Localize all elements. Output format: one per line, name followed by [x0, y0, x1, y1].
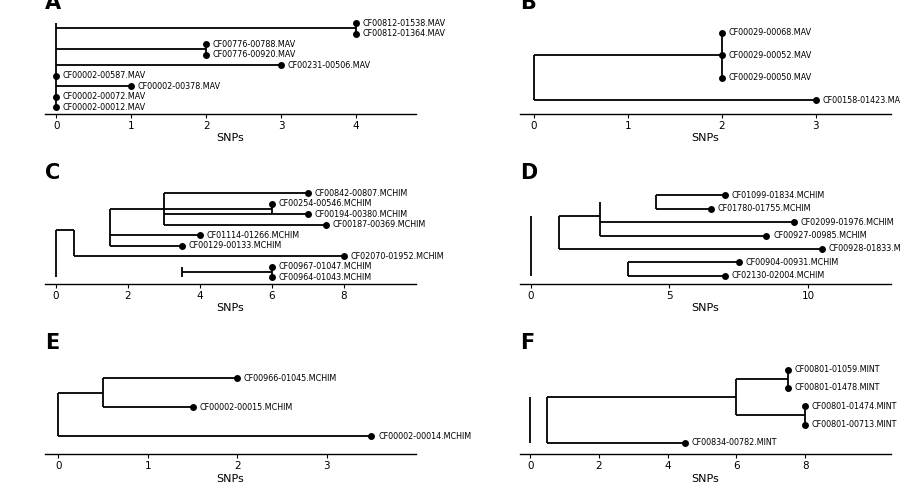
- Text: CF02070-01952.MCHIM: CF02070-01952.MCHIM: [351, 252, 445, 261]
- Text: B: B: [520, 0, 536, 13]
- Text: D: D: [520, 163, 537, 183]
- X-axis label: SNPs: SNPs: [691, 473, 719, 484]
- X-axis label: SNPs: SNPs: [217, 304, 245, 313]
- Text: CF00812-01538.MAV: CF00812-01538.MAV: [363, 19, 446, 27]
- Text: CF00801-01059.MINT: CF00801-01059.MINT: [795, 365, 880, 374]
- X-axis label: SNPs: SNPs: [691, 304, 719, 313]
- Text: CF01114-01266.MCHIM: CF01114-01266.MCHIM: [207, 231, 300, 240]
- Text: CF01780-01755.MCHIM: CF01780-01755.MCHIM: [717, 204, 811, 213]
- X-axis label: SNPs: SNPs: [217, 473, 245, 484]
- Text: CF01099-01834.MCHIM: CF01099-01834.MCHIM: [732, 191, 824, 200]
- Text: CF00776-00920.MAV: CF00776-00920.MAV: [212, 50, 296, 59]
- Text: CF00812-01364.MAV: CF00812-01364.MAV: [363, 29, 446, 38]
- Text: CF00834-00782.MINT: CF00834-00782.MINT: [691, 438, 777, 447]
- Text: F: F: [520, 333, 535, 353]
- Text: E: E: [45, 333, 59, 353]
- Text: CF00904-00931.MCHIM: CF00904-00931.MCHIM: [745, 258, 839, 267]
- Text: CF00776-00788.MAV: CF00776-00788.MAV: [212, 40, 296, 49]
- Text: CF02099-01976.MCHIM: CF02099-01976.MCHIM: [801, 218, 895, 227]
- Text: CF00928-01833.MCHIM: CF00928-01833.MCHIM: [829, 244, 900, 253]
- Text: CF00002-00015.MCHIM: CF00002-00015.MCHIM: [199, 403, 292, 412]
- Text: CF00966-01045.MCHIM: CF00966-01045.MCHIM: [244, 374, 338, 383]
- X-axis label: SNPs: SNPs: [217, 133, 245, 143]
- Text: CF00002-00012.MAV: CF00002-00012.MAV: [63, 103, 146, 112]
- Text: CF00231-00506.MAV: CF00231-00506.MAV: [288, 61, 371, 70]
- Text: CF00801-01474.MINT: CF00801-01474.MINT: [812, 402, 897, 411]
- Text: CF00002-00072.MAV: CF00002-00072.MAV: [63, 92, 146, 101]
- Text: CF00002-00587.MAV: CF00002-00587.MAV: [63, 71, 146, 80]
- Text: CF00254-00546.MCHIM: CF00254-00546.MCHIM: [279, 199, 372, 208]
- Text: CF00801-01478.MINT: CF00801-01478.MINT: [795, 384, 880, 392]
- Text: CF00801-00713.MINT: CF00801-00713.MINT: [812, 420, 897, 429]
- Text: CF00842-00807.MCHIM: CF00842-00807.MCHIM: [315, 189, 408, 198]
- Text: CF00927-00985.MCHIM: CF00927-00985.MCHIM: [773, 231, 867, 240]
- Text: C: C: [45, 163, 60, 183]
- Text: CF00029-00068.MAV: CF00029-00068.MAV: [729, 28, 812, 37]
- Text: CF00029-00052.MAV: CF00029-00052.MAV: [729, 51, 812, 60]
- Text: CF00967-01047.MCHIM: CF00967-01047.MCHIM: [279, 263, 372, 271]
- Text: CF00002-00378.MAV: CF00002-00378.MAV: [138, 81, 221, 91]
- Text: CF00029-00050.MAV: CF00029-00050.MAV: [729, 73, 812, 82]
- X-axis label: SNPs: SNPs: [691, 133, 719, 143]
- Text: CF02130-02004.MCHIM: CF02130-02004.MCHIM: [732, 271, 824, 280]
- Text: CF00158-01423.MAV: CF00158-01423.MAV: [823, 96, 900, 104]
- Text: CF00129-00133.MCHIM: CF00129-00133.MCHIM: [189, 241, 282, 250]
- Text: A: A: [45, 0, 61, 13]
- Text: CF00964-01043.MCHIM: CF00964-01043.MCHIM: [279, 273, 372, 282]
- Text: CF00187-00369.MCHIM: CF00187-00369.MCHIM: [333, 220, 426, 229]
- Text: CF00002-00014.MCHIM: CF00002-00014.MCHIM: [378, 432, 472, 441]
- Text: CF00194-00380.MCHIM: CF00194-00380.MCHIM: [315, 210, 408, 219]
